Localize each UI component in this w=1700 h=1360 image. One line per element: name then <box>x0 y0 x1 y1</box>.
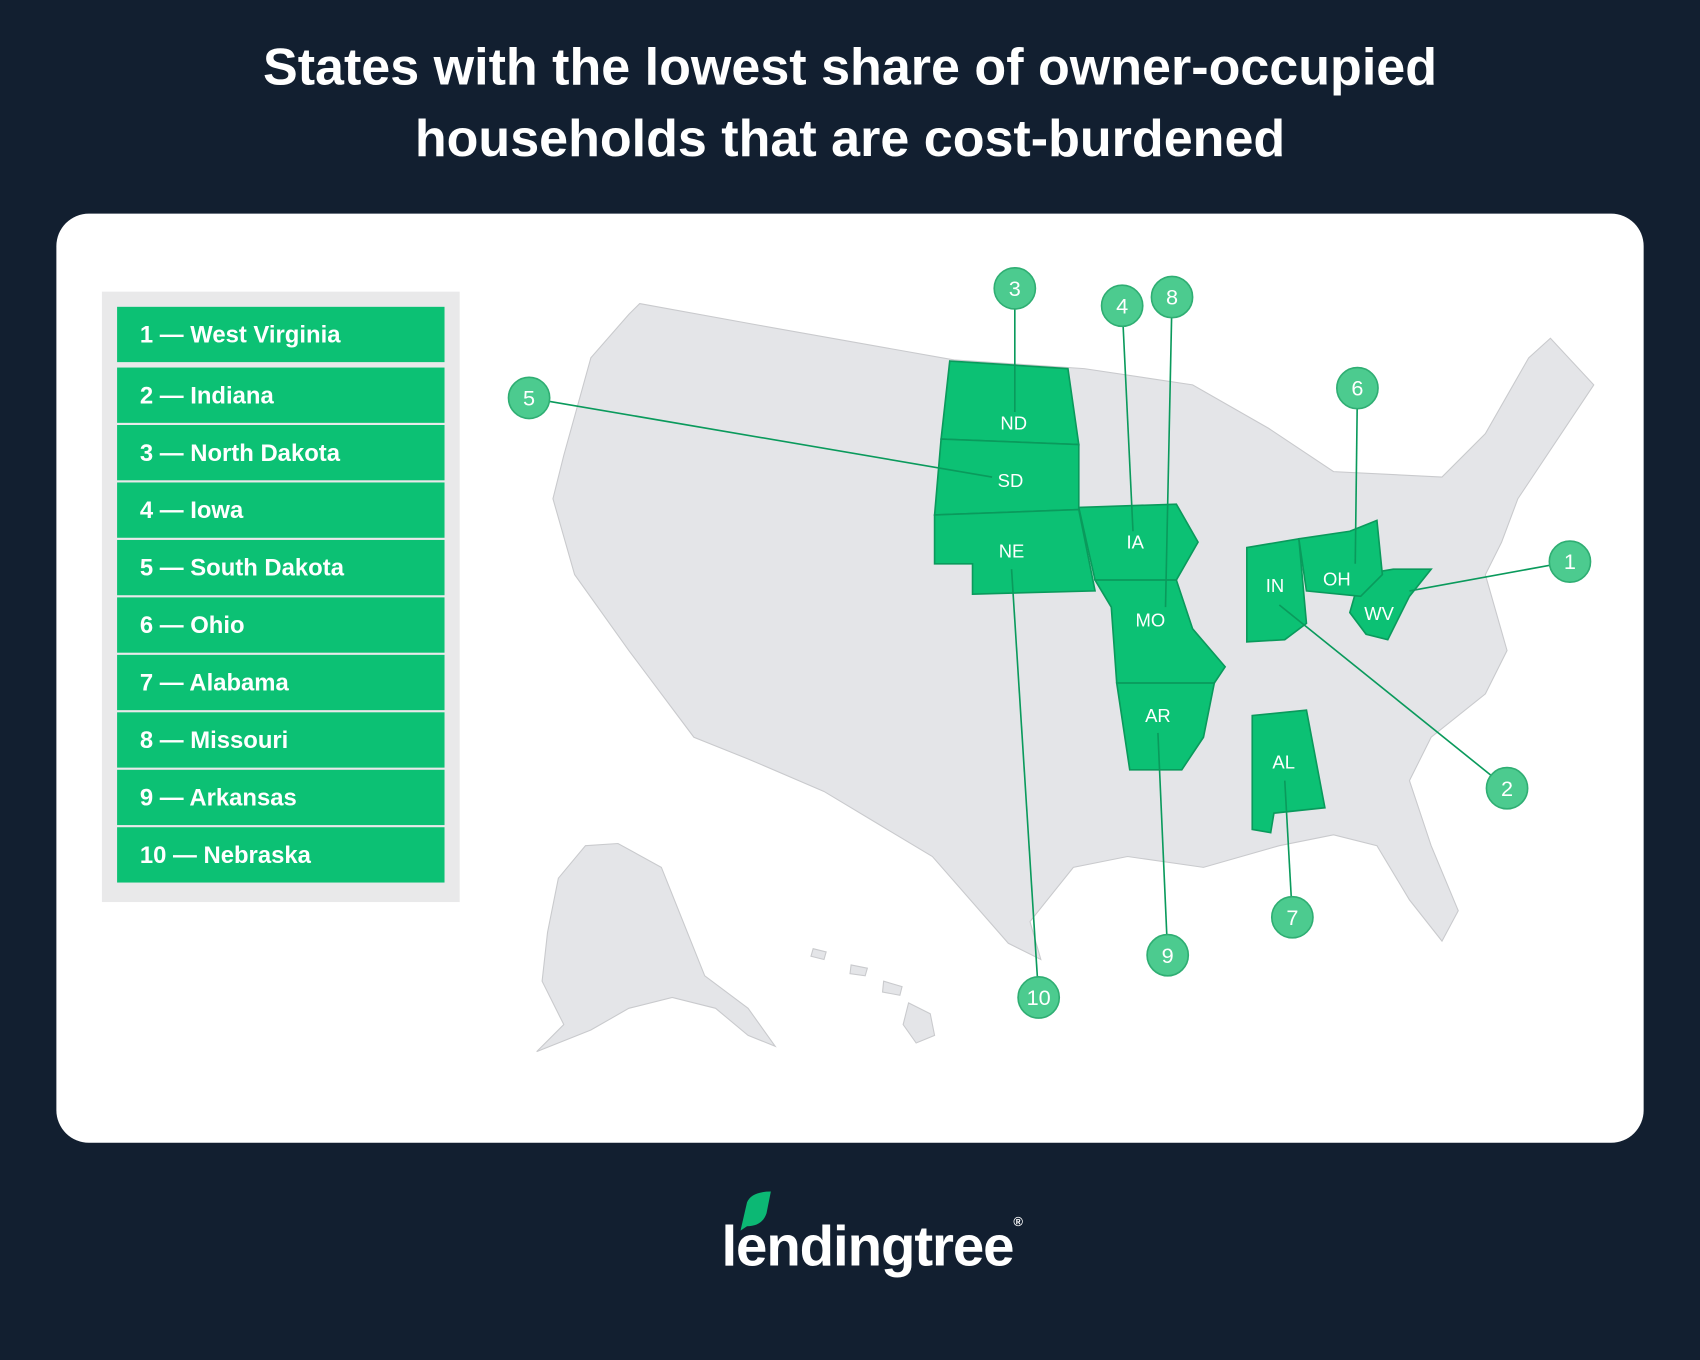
state-label: IA <box>1126 532 1144 553</box>
rank-marker <box>1150 275 1194 319</box>
state-label: AR <box>1145 705 1171 726</box>
legend-item: 3 — North Dakota <box>117 425 445 481</box>
lendingtree-logo: lendingtree® <box>0 1191 1700 1279</box>
rank-marker <box>993 266 1037 310</box>
rank-marker <box>1100 284 1144 328</box>
state-label: OH <box>1323 568 1351 589</box>
state-label: IN <box>1266 575 1284 596</box>
callout-line <box>1278 604 1508 789</box>
rank-marker <box>1017 976 1061 1019</box>
rank-number: 5 <box>523 385 535 410</box>
rank-number: 1 <box>1564 549 1576 574</box>
state-label: MO <box>1135 610 1165 631</box>
rank-marker <box>1146 933 1190 977</box>
leaf-icon <box>740 1191 772 1231</box>
state-label: AL <box>1272 752 1295 773</box>
callout-line <box>1164 297 1173 608</box>
callout-line <box>1157 732 1169 956</box>
callout-line <box>1010 569 1040 998</box>
rank-number: 3 <box>1009 276 1021 301</box>
ranking-legend: 1 — West Virginia 2 — Indiana 3 — North … <box>101 291 460 903</box>
legend-item: 4 — Iowa <box>117 482 445 538</box>
rank-marker <box>1336 366 1379 410</box>
state-al <box>1251 709 1326 834</box>
hawaii-3 <box>881 980 903 996</box>
callout-line <box>1354 388 1359 564</box>
legend-item: 2 — Indiana <box>117 367 445 423</box>
state-ia <box>1077 503 1199 581</box>
legend-item: 5 — South Dakota <box>117 539 445 596</box>
state-label: NE <box>999 540 1025 561</box>
rank-number: 4 <box>1116 293 1128 318</box>
rank-number: 6 <box>1351 376 1363 401</box>
rank-marker <box>1548 540 1592 584</box>
title-line-1: States with the lowest share of owner-oc… <box>262 39 1438 97</box>
rank-number: 9 <box>1162 943 1174 968</box>
alaska <box>536 842 777 1053</box>
page-title: States with the lowest share of owner-oc… <box>0 33 1700 176</box>
legend-item: 9 — Arkansas <box>117 769 445 826</box>
rank-number: 10 <box>1027 985 1051 1010</box>
rank-marker <box>1485 766 1529 810</box>
legend-item: 6 — Ohio <box>117 597 445 653</box>
title-line-2: households that are cost-burdened <box>414 110 1286 169</box>
legend-item: 8 — Missouri <box>117 712 445 768</box>
logo-text: lendingtree <box>721 1215 1014 1279</box>
legend-item: 1 — West Virginia <box>117 306 445 363</box>
state-ne <box>933 508 1097 595</box>
state-in <box>1246 537 1308 643</box>
hawaii <box>810 948 827 961</box>
state-ar <box>1115 682 1216 771</box>
legend-item: 10 — Nebraska <box>117 827 445 883</box>
rank-number: 2 <box>1501 776 1513 801</box>
callout-line <box>1409 560 1571 592</box>
state-label: SD <box>998 470 1024 491</box>
hawaii-4 <box>902 1002 936 1044</box>
hawaii-2 <box>849 964 869 977</box>
state-mo <box>1093 579 1227 684</box>
callout-line <box>1121 305 1134 532</box>
rank-marker <box>1270 895 1314 939</box>
rank-number: 8 <box>1166 285 1178 310</box>
rank-marker <box>507 376 551 420</box>
callout-line <box>1283 780 1294 918</box>
callout-line <box>528 397 993 478</box>
state-oh <box>1297 519 1384 598</box>
state-label: WV <box>1364 603 1394 624</box>
state-label: ND <box>1000 412 1027 433</box>
legend-item: 7 — Alabama <box>117 654 445 711</box>
us-mainland <box>552 302 1595 961</box>
rank-number: 7 <box>1286 905 1298 930</box>
